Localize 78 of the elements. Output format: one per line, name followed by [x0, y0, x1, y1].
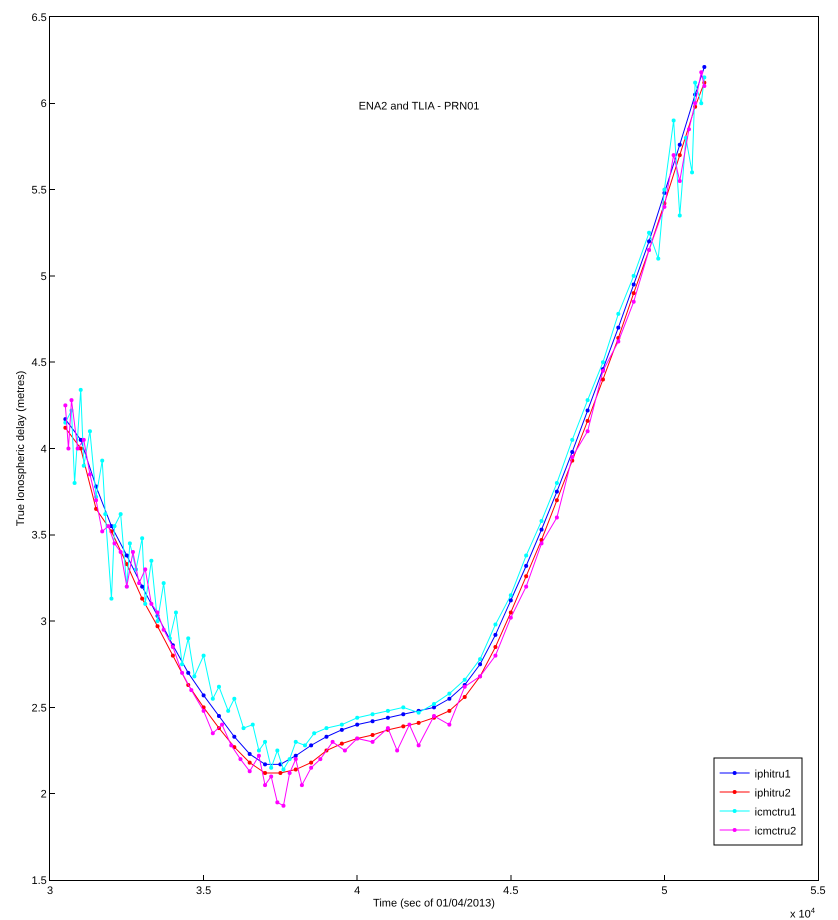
point — [600, 377, 605, 382]
text: x 10$^{4}$ — [790, 906, 816, 920]
point — [140, 584, 144, 589]
point — [554, 490, 559, 494]
point — [370, 733, 375, 738]
y-tick-label: 4.5 — [32, 357, 47, 370]
point — [216, 714, 221, 718]
point — [340, 728, 344, 732]
y-tick-label: 4 — [40, 443, 47, 456]
point — [186, 670, 190, 675]
point — [478, 662, 482, 666]
point — [386, 716, 390, 720]
y-tick-label: 6.5 — [32, 12, 47, 24]
point — [524, 574, 528, 578]
point — [309, 760, 314, 765]
point — [508, 598, 513, 602]
point — [170, 654, 175, 658]
y-tick-label: 2.5 — [32, 702, 47, 714]
point — [447, 696, 452, 701]
legend-label: iphitru1 — [754, 768, 791, 780]
x-tick-label: 5 — [661, 885, 668, 898]
point — [508, 610, 513, 614]
point — [232, 734, 236, 739]
legend-label: icmctru2 — [754, 825, 796, 838]
legend-label: iphitru2 — [754, 787, 791, 800]
x-tick-label: 3.5 — [196, 885, 212, 898]
point — [462, 695, 467, 700]
point — [540, 528, 544, 532]
point — [140, 596, 144, 601]
point — [493, 644, 498, 649]
point — [586, 418, 590, 423]
point — [294, 754, 298, 758]
point — [124, 554, 129, 558]
point — [416, 720, 421, 725]
point — [78, 438, 83, 442]
y-tick-label: 5 — [40, 270, 47, 283]
y-axis-title: True Ionospheric delay (metres) — [15, 370, 28, 526]
point — [647, 239, 652, 244]
y-tick-label: 6 — [40, 98, 47, 110]
point — [586, 408, 590, 413]
y-tick-label: 5.5 — [32, 184, 47, 196]
y-tick-label: 3.5 — [32, 530, 47, 542]
point — [309, 743, 314, 748]
y-tick-label: 2 — [40, 788, 47, 801]
point — [263, 762, 268, 766]
point — [678, 153, 682, 158]
x-tick-label: 4 — [354, 885, 360, 898]
point — [432, 705, 436, 710]
point — [570, 450, 574, 454]
point — [493, 632, 498, 637]
legend-label: icmctru1 — [754, 806, 796, 818]
y-tick-label: 3 — [40, 616, 47, 628]
point — [616, 326, 620, 330]
x-tick-label: 5.5 — [810, 885, 826, 898]
point — [248, 760, 252, 765]
point — [401, 724, 406, 728]
point — [678, 142, 682, 147]
text: ENA2 and TLIA - PRN01 — [358, 100, 480, 113]
point — [263, 770, 268, 775]
point — [632, 291, 636, 296]
point — [156, 624, 160, 628]
point — [278, 770, 282, 775]
point — [202, 693, 206, 698]
point — [632, 282, 636, 287]
point — [401, 712, 406, 716]
point — [524, 564, 528, 568]
point — [554, 498, 559, 502]
point — [702, 65, 706, 70]
point — [340, 742, 344, 746]
point — [248, 752, 252, 756]
point — [294, 768, 298, 772]
point — [370, 719, 375, 724]
x-axis-title: Time (sec of 01/04/2013) — [373, 897, 495, 910]
point — [355, 722, 360, 727]
point — [324, 734, 328, 739]
y-tick-label: 1.5 — [32, 874, 47, 887]
point — [447, 708, 452, 713]
x-tick-label: 4.5 — [503, 885, 518, 898]
